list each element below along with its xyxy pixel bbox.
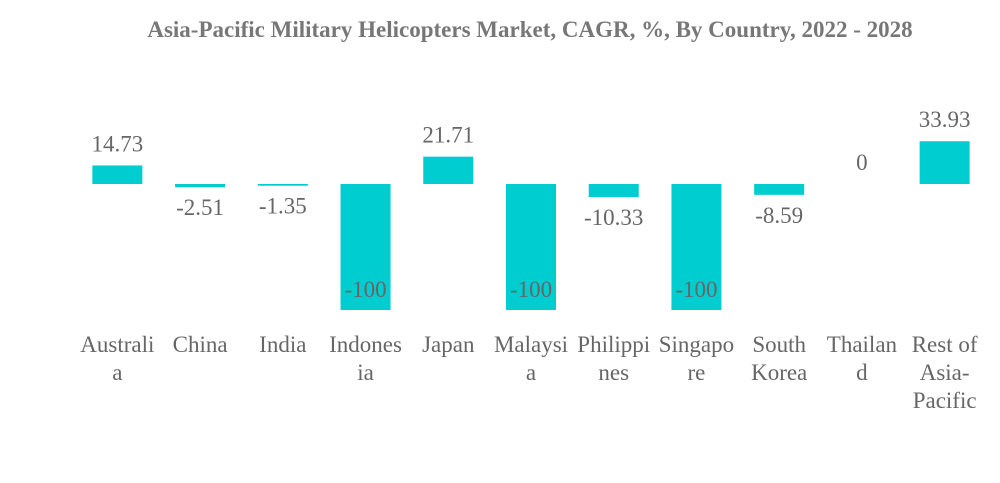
x-tick-label: China: [173, 332, 228, 357]
x-tick-label: Thailan d: [827, 332, 898, 385]
chart-title: Asia-Pacific Military Helicopters Market…: [147, 17, 912, 42]
x-tick-label: Japan: [422, 332, 475, 357]
value-label: -100: [675, 277, 717, 302]
value-label: -2.51: [176, 195, 224, 220]
value-label: -10.33: [584, 205, 643, 230]
x-tick-label: South Korea: [751, 332, 807, 385]
value-label: 14.73: [91, 131, 143, 156]
bar: [754, 184, 805, 195]
x-tick-label: Australi a: [80, 332, 154, 385]
bar: [671, 184, 722, 310]
x-tick-label: Malaysi a: [494, 332, 568, 385]
x-tick-label: Rest of Asia-Pacific: [912, 332, 978, 413]
x-tick-label: Indones ia: [329, 332, 402, 385]
value-label: 33.93: [919, 107, 971, 132]
bar: [423, 156, 474, 184]
bar: [175, 184, 226, 188]
bar: [588, 184, 639, 198]
bar: [506, 184, 556, 310]
bar: [92, 165, 143, 184]
bar: [257, 184, 308, 186]
value-label: -100: [510, 277, 552, 302]
bar: [919, 141, 970, 184]
bar: [340, 184, 391, 310]
x-tick-label: Singapo re: [659, 332, 734, 385]
value-label: -100: [344, 277, 386, 302]
value-label: -8.59: [755, 203, 803, 228]
value-label: 0: [856, 150, 868, 175]
value-label: -1.35: [259, 194, 307, 219]
x-tick-label: India: [259, 332, 306, 357]
x-tick-label: Philippi nes: [577, 332, 650, 385]
value-label: 21.71: [422, 123, 474, 148]
